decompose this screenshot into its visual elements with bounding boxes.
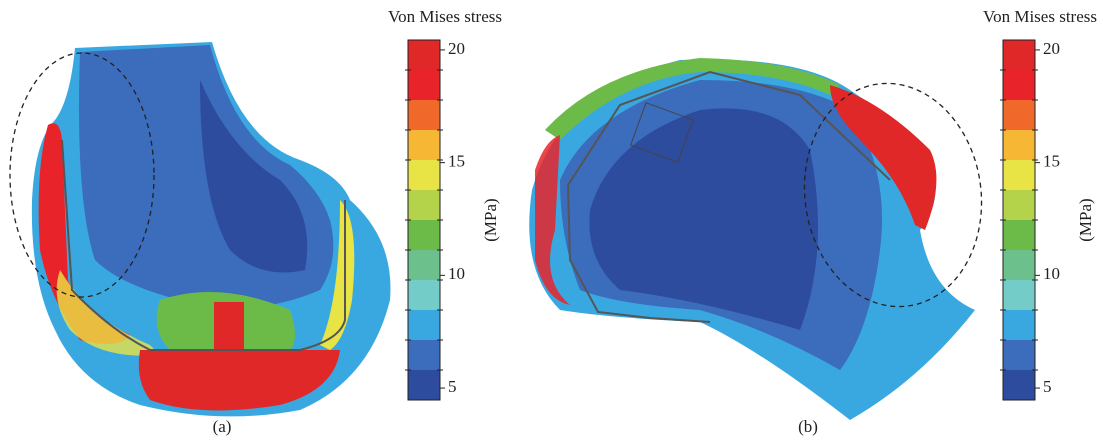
color-segment	[1003, 280, 1035, 310]
color-segment	[1003, 40, 1035, 70]
colorbar-tick-label: 5	[448, 377, 457, 396]
colorbar-unit: (MPa)	[1076, 198, 1095, 241]
panel-caption: (b)	[798, 417, 818, 436]
color-segment	[408, 250, 440, 280]
colorbar-tick-label: 10	[448, 264, 465, 283]
color-segment	[1003, 100, 1035, 130]
colorbar-tick-label: 20	[448, 39, 465, 58]
color-segment	[1003, 370, 1035, 400]
color-segment	[1003, 160, 1035, 190]
color-segment	[408, 130, 440, 160]
color-segment	[408, 40, 440, 70]
colorbar-tick-label: 20	[1043, 39, 1060, 58]
color-segment	[1003, 310, 1035, 340]
color-segment	[408, 370, 440, 400]
color-segment	[408, 310, 440, 340]
color-segment	[1003, 130, 1035, 160]
color-segment	[408, 70, 440, 100]
color-segment	[408, 190, 440, 220]
colorbar-title: Von Mises stress	[388, 7, 502, 26]
color-segment	[408, 100, 440, 130]
color-segment	[1003, 190, 1035, 220]
stress-map-b	[529, 58, 996, 420]
color-segment	[408, 280, 440, 310]
colorbar-tick-label: 15	[1043, 152, 1060, 171]
panel-caption: (a)	[213, 417, 232, 436]
figure: (a) Von Mises stress (MPa) 5 10 15 20 (b) Von Mi…	[0, 0, 1103, 440]
color-segment	[1003, 70, 1035, 100]
colorbar-tick-label: 15	[448, 152, 465, 171]
color-segment	[1003, 250, 1035, 280]
colorbar-tick-label: 5	[1043, 377, 1052, 396]
stress-map-a	[10, 42, 391, 416]
color-segment	[1003, 340, 1035, 370]
color-segment	[408, 160, 440, 190]
color-segment	[1003, 220, 1035, 250]
colorbar-unit: (MPa)	[481, 198, 500, 241]
color-segment	[408, 340, 440, 370]
colorbar-tick-label: 10	[1043, 264, 1060, 283]
colorbar-title: Von Mises stress	[983, 7, 1097, 26]
color-segment	[408, 220, 440, 250]
